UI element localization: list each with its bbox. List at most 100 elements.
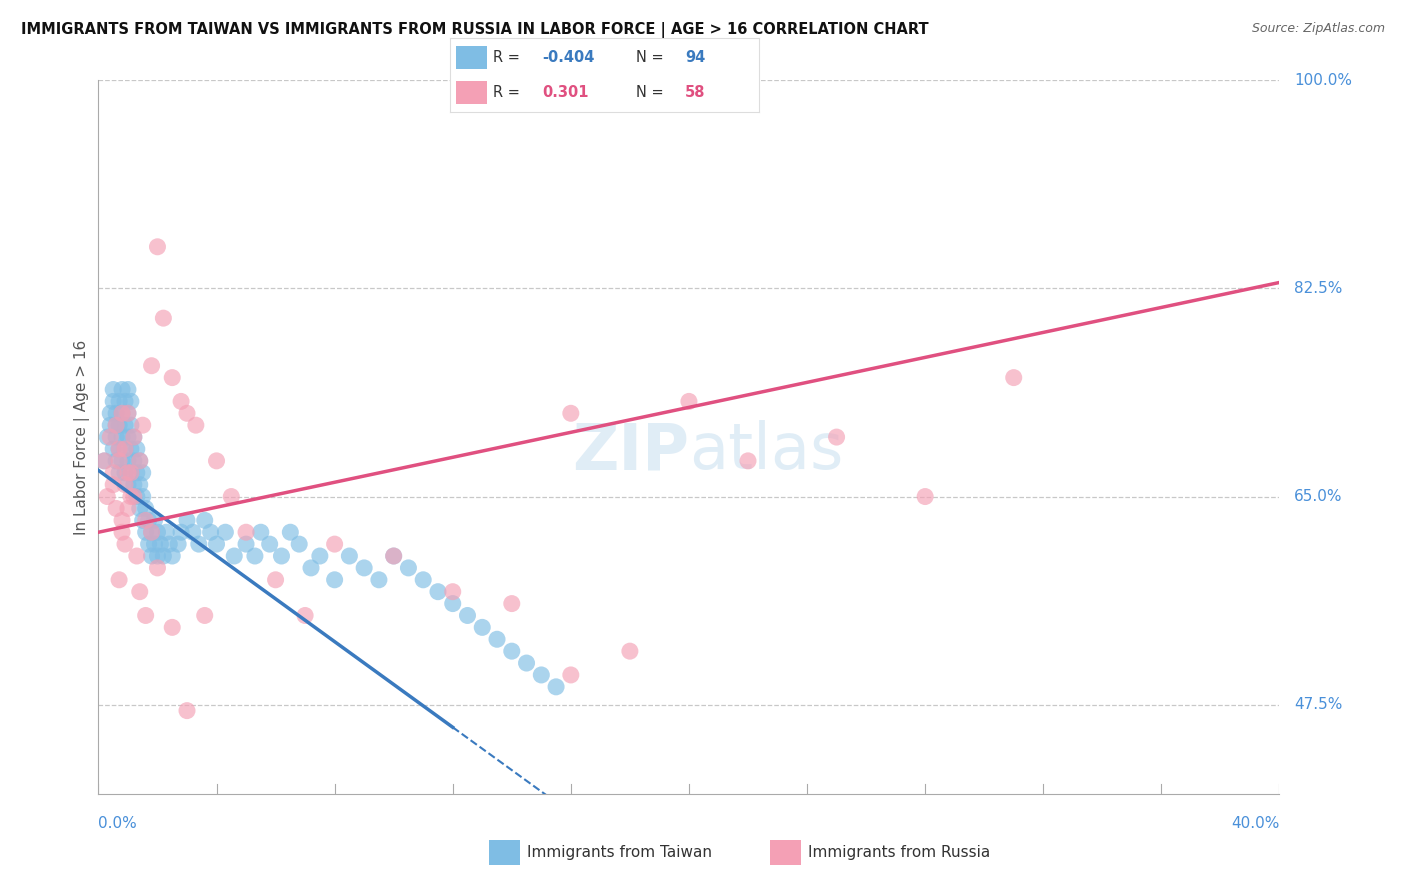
Point	[412, 573, 434, 587]
Point	[120, 394, 142, 409]
Point	[128, 477, 150, 491]
Point	[135, 513, 157, 527]
Point	[114, 537, 136, 551]
Text: 100.0%: 100.0%	[1294, 73, 1353, 87]
Point	[98, 406, 121, 420]
Point	[184, 418, 207, 433]
Point	[114, 442, 136, 456]
Point	[456, 608, 478, 623]
Text: N =: N =	[636, 50, 664, 65]
Point	[93, 454, 115, 468]
Point	[125, 442, 148, 456]
Point	[122, 477, 145, 491]
Point	[560, 668, 582, 682]
Point	[619, 644, 641, 658]
Point	[114, 418, 136, 433]
Text: -0.404: -0.404	[543, 50, 595, 65]
Point	[120, 490, 142, 504]
Point	[105, 501, 128, 516]
Point	[187, 537, 209, 551]
Point	[146, 525, 169, 540]
Point	[181, 525, 204, 540]
Point	[146, 561, 169, 575]
Point	[98, 418, 121, 433]
Point	[122, 430, 145, 444]
Point	[250, 525, 273, 540]
Point	[132, 418, 155, 433]
Point	[141, 525, 163, 540]
Point	[135, 501, 157, 516]
Point	[111, 383, 134, 397]
Point	[309, 549, 332, 563]
Point	[162, 549, 183, 563]
Point	[103, 442, 125, 456]
Text: R =: R =	[494, 50, 520, 65]
Point	[382, 549, 405, 563]
Point	[146, 240, 169, 254]
Point	[143, 537, 166, 551]
Point	[382, 549, 405, 563]
Point	[117, 406, 139, 420]
Point	[114, 394, 136, 409]
Point	[125, 490, 148, 504]
Point	[125, 549, 148, 563]
Point	[157, 537, 180, 551]
Point	[152, 549, 174, 563]
Point	[96, 490, 118, 504]
Point	[270, 549, 292, 563]
Y-axis label: In Labor Force | Age > 16: In Labor Force | Age > 16	[75, 340, 90, 534]
Text: 65.0%: 65.0%	[1294, 489, 1343, 504]
Point	[441, 597, 464, 611]
Point	[122, 454, 145, 468]
Point	[111, 406, 134, 420]
Point	[441, 584, 464, 599]
Point	[200, 525, 222, 540]
Point	[176, 704, 198, 718]
Point	[108, 454, 131, 468]
Point	[353, 561, 375, 575]
Point	[120, 466, 142, 480]
Point	[337, 549, 360, 563]
Point	[120, 418, 142, 433]
Point	[111, 430, 134, 444]
Point	[825, 430, 848, 444]
Point	[128, 501, 150, 516]
Point	[530, 668, 553, 682]
Point	[737, 454, 759, 468]
Point	[560, 406, 582, 420]
Point	[117, 477, 139, 491]
Point	[486, 632, 509, 647]
Point	[149, 537, 172, 551]
Text: 40.0%: 40.0%	[1232, 816, 1279, 831]
Point	[162, 620, 183, 634]
Point	[117, 406, 139, 420]
Point	[138, 537, 160, 551]
Point	[128, 454, 150, 468]
Point	[108, 418, 131, 433]
Point	[103, 466, 125, 480]
Point	[278, 525, 302, 540]
Point	[108, 466, 131, 480]
Point	[914, 490, 936, 504]
Point	[105, 418, 128, 433]
Point	[176, 406, 198, 420]
Point	[111, 406, 134, 420]
Text: 94: 94	[685, 50, 706, 65]
Point	[105, 454, 128, 468]
Point	[515, 656, 537, 670]
Point	[135, 525, 157, 540]
Point	[117, 454, 139, 468]
Point	[427, 584, 450, 599]
Text: atlas: atlas	[689, 420, 844, 483]
Point	[114, 477, 136, 491]
Point	[138, 513, 160, 527]
Point	[501, 644, 523, 658]
Point	[205, 537, 228, 551]
Point	[299, 561, 322, 575]
Point	[93, 454, 115, 468]
Text: R =: R =	[494, 85, 520, 100]
Point	[128, 454, 150, 468]
Point	[114, 442, 136, 456]
Point	[205, 454, 228, 468]
Point	[194, 513, 217, 527]
